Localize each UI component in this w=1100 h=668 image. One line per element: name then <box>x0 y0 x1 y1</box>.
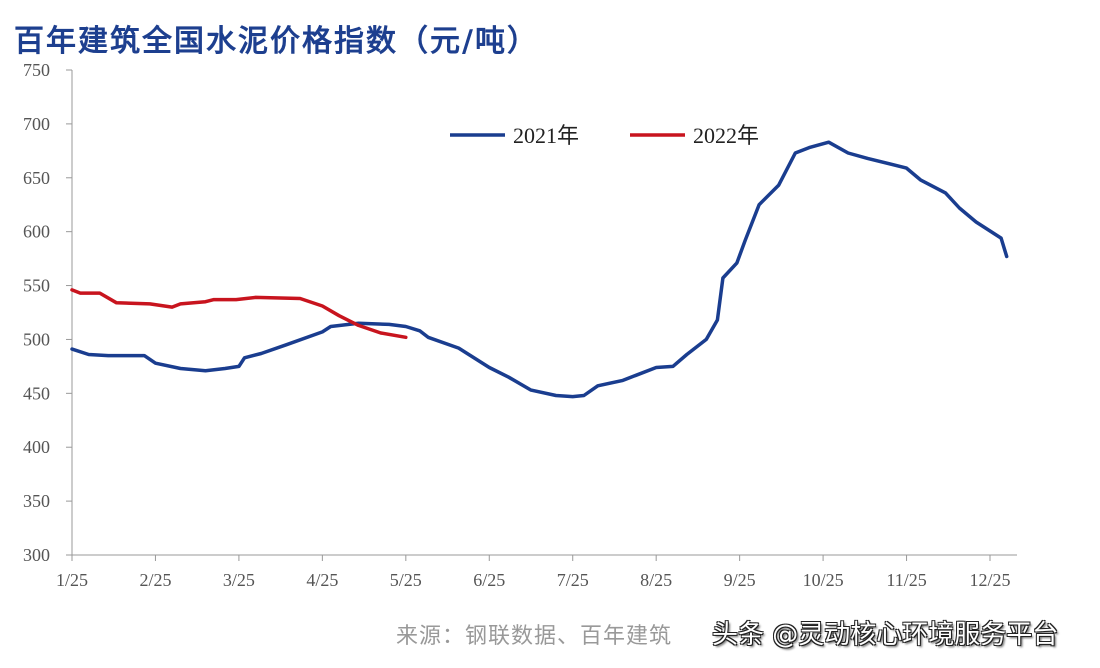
y-tick-label: 650 <box>23 168 50 188</box>
x-tick-label: 10/25 <box>803 570 844 590</box>
x-tick-label: 3/25 <box>223 570 255 590</box>
y-tick-label: 300 <box>23 545 50 565</box>
x-tick-label: 6/25 <box>473 570 505 590</box>
x-tick-label: 8/25 <box>640 570 672 590</box>
x-tick-label: 4/25 <box>306 570 338 590</box>
y-tick-label: 550 <box>23 276 50 296</box>
x-tick-label: 12/25 <box>969 570 1010 590</box>
x-tick-label: 7/25 <box>557 570 589 590</box>
legend-label: 2021年 <box>513 123 579 148</box>
y-tick-label: 450 <box>23 383 50 403</box>
chart-title: 百年建筑全国水泥价格指数（元/吨） <box>14 24 539 59</box>
y-tick-label: 400 <box>23 437 50 457</box>
series-line-2021年 <box>70 140 1009 399</box>
x-tick-label: 11/25 <box>886 570 926 590</box>
y-tick-label: 350 <box>23 491 50 511</box>
legend-label: 2022年 <box>693 123 759 148</box>
x-tick-label: 5/25 <box>390 570 422 590</box>
x-tick-label: 9/25 <box>724 570 756 590</box>
y-tick-label: 500 <box>23 329 50 349</box>
series-line-2022年 <box>70 288 408 340</box>
y-tick-label: 750 <box>23 60 50 80</box>
x-tick-label: 1/25 <box>56 570 88 590</box>
y-tick-label: 600 <box>23 222 50 242</box>
y-tick-label: 700 <box>23 114 50 134</box>
watermark: 头条 @灵动核心环境服务平台 <box>712 620 1059 650</box>
source-note: 来源：钢联数据、百年建筑 <box>396 624 673 649</box>
x-tick-label: 2/25 <box>139 570 171 590</box>
